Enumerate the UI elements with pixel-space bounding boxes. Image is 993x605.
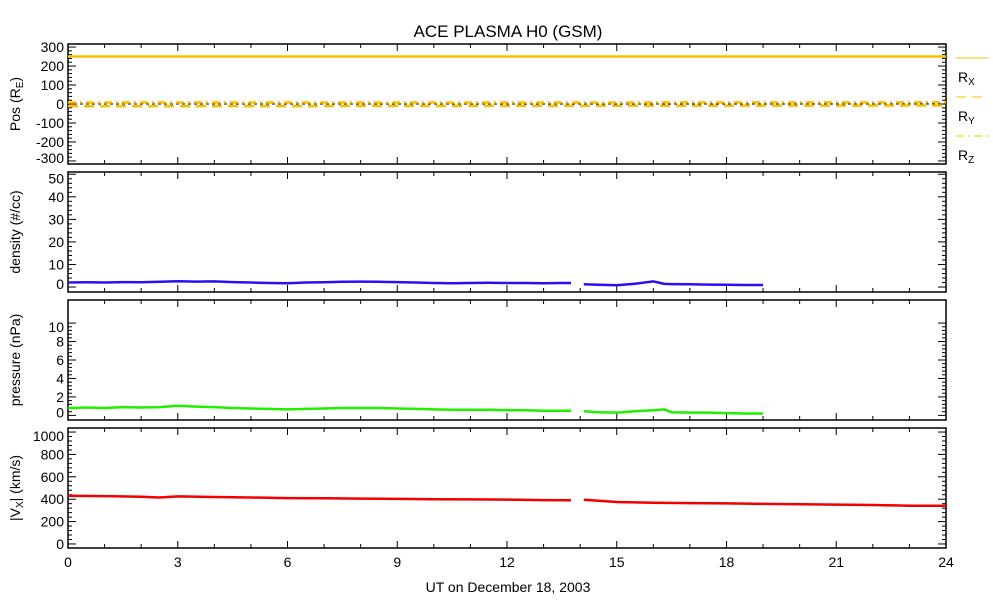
y-axis-label: Pos (RE) — [7, 77, 26, 131]
legend-label-RX: RX — [958, 69, 975, 88]
y-tick-label: 0 — [56, 96, 64, 112]
y-tick-label: 0 — [56, 404, 64, 420]
y-tick-label: 2 — [56, 389, 64, 405]
legend-label-RZ: RZ — [958, 147, 974, 166]
y-tick-label: 0 — [56, 276, 64, 292]
y-tick-label: 600 — [41, 469, 65, 485]
y-tick-label: 10 — [48, 256, 64, 272]
y-tick-label: 4 — [56, 370, 64, 386]
y-tick-label: 200 — [41, 58, 65, 74]
plot-frame — [68, 428, 946, 548]
y-tick-label: 1000 — [33, 428, 64, 444]
legend-label-RY: RY — [958, 108, 975, 127]
plot-frame — [68, 172, 946, 292]
panel-2: 0 10 20 30 40 50 density (#/cc) — [7, 170, 946, 292]
plot-frame — [68, 300, 946, 420]
y-tick-label: 50 — [48, 170, 64, 186]
y-tick-label: 800 — [41, 446, 65, 462]
x-tick-label: 0 — [64, 554, 72, 570]
y-tick-label: 100 — [41, 77, 65, 93]
y-tick-label: 30 — [48, 211, 64, 227]
y-tick-label: 0 — [56, 536, 64, 552]
y-tick-label: -200 — [36, 134, 64, 150]
series-line-vx — [68, 496, 946, 506]
x-tick-label: 3 — [174, 554, 182, 570]
panel-4: 0 200 400 600 800 1000 |VX| (km/s) — [7, 428, 946, 552]
x-tick-label: 12 — [499, 554, 515, 570]
y-tick-label: 200 — [41, 514, 65, 530]
y-tick-label: 300 — [41, 39, 65, 55]
y-tick-label: 400 — [41, 491, 65, 507]
x-tick-label: 6 — [284, 554, 292, 570]
x-tick-label: 9 — [393, 554, 401, 570]
y-tick-label: 6 — [56, 352, 64, 368]
x-tick-label: 18 — [719, 554, 735, 570]
y-axis-label: |VX| (km/s) — [7, 455, 26, 521]
y-axis-label: density (#/cc) — [7, 190, 23, 273]
x-axis-label: UT on December 18, 2003 — [426, 579, 591, 595]
y-tick-label: -100 — [36, 115, 64, 131]
y-tick-label: 10 — [48, 319, 64, 335]
y-tick-label: -300 — [36, 150, 64, 166]
series-line-density — [68, 281, 763, 285]
series-line-pressure — [68, 406, 763, 414]
y-axis-label: pressure (nPa) — [7, 314, 23, 407]
y-tick-label: 8 — [56, 334, 64, 350]
chart-title: ACE PLASMA H0 (GSM) — [414, 22, 603, 41]
y-tick-label: 20 — [48, 234, 64, 250]
panel-3: 02 4 6 810 pressure (nPa) — [7, 300, 946, 420]
x-tick-label: 24 — [938, 554, 954, 570]
series-line-RY — [68, 106, 946, 107]
x-tick-label: 21 — [828, 554, 844, 570]
panel-1: -300-200 -100 0 100 200 300 Pos (RE) RX RY RZ — [7, 39, 988, 166]
y-tick-label: 40 — [48, 189, 64, 205]
x-tick-label: 15 — [609, 554, 625, 570]
